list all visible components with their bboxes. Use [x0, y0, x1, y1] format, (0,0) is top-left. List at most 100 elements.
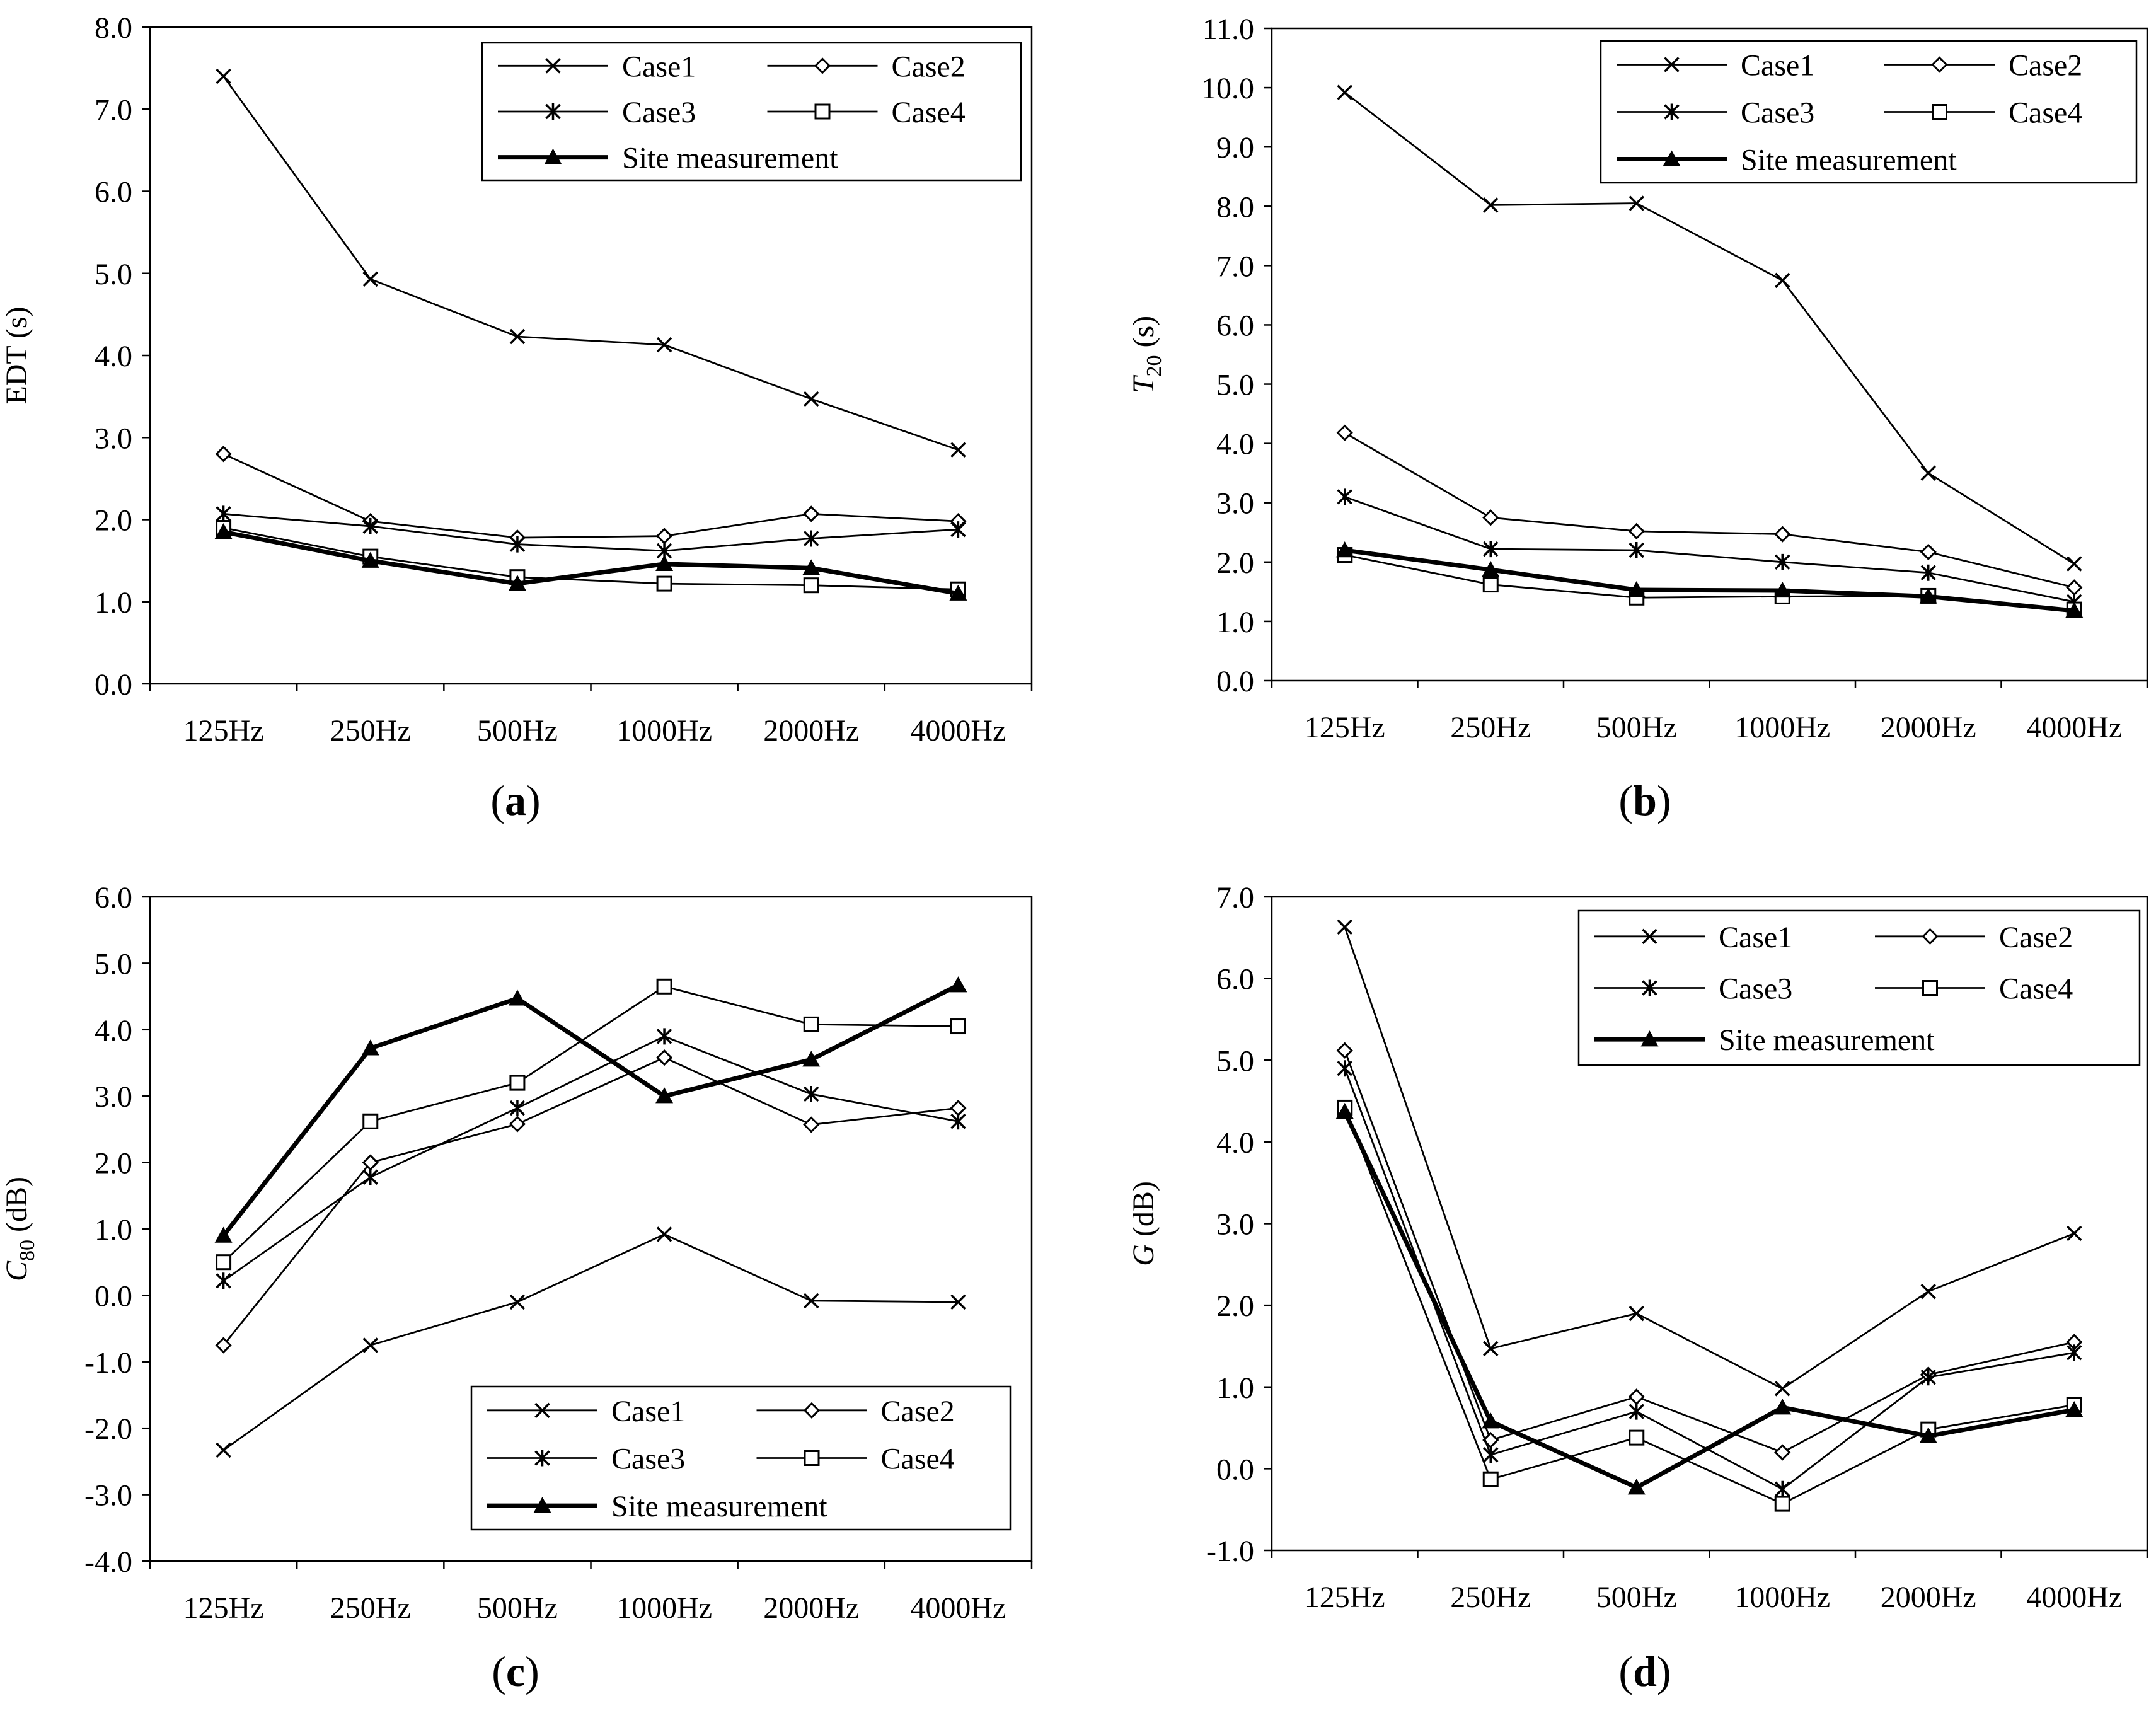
- data-point: [509, 536, 526, 553]
- data-point: [803, 577, 819, 594]
- data-point: [1774, 1496, 1790, 1512]
- data-point: [950, 1018, 966, 1035]
- data-point: [1775, 553, 1790, 570]
- legend: Case1 Case2 Case3 Case4 Site measurement: [1577, 909, 2141, 1066]
- y-tick-label: 1.0: [1216, 1371, 1254, 1405]
- series-line: [222, 985, 959, 1263]
- x-tick-label: 500Hz: [477, 714, 558, 747]
- y-axis-title: C80 (dB): [0, 1177, 39, 1281]
- data-point: [2066, 579, 2083, 596]
- x-tick-label: 4000Hz: [2026, 1581, 2122, 1614]
- data-point: [950, 521, 966, 538]
- data-point: [1919, 1427, 1937, 1443]
- y-tick-label: -3.0: [84, 1479, 132, 1513]
- y-axis-title-unit: (s): [1127, 316, 1160, 355]
- chart-panel-a: 0.0 1.0 2.0 3.0 4.0 5.0 6.0 7.0 8.0 125Hz 250Hz 500…: [0, 11, 1033, 824]
- y-tick-label: 6.0: [1216, 963, 1254, 996]
- series-case2: [1336, 424, 2083, 596]
- legend-marker: [1642, 928, 1657, 945]
- series-line: [1342, 1110, 2075, 1491]
- data-point: [1774, 1444, 1791, 1461]
- legend-marker: [1931, 56, 1948, 73]
- legend-label: Case2: [2009, 49, 2082, 83]
- y-tick-label: -1.0: [1206, 1535, 1254, 1568]
- series-line: [222, 1035, 959, 1282]
- y-axis-title-subscript: 20: [1143, 355, 1166, 376]
- y-tick-label: 3.0: [1216, 487, 1254, 521]
- data-point: [1482, 577, 1499, 593]
- series-case1: [1337, 84, 2082, 572]
- y-tick-label: 2.0: [95, 1147, 132, 1180]
- data-point: [2067, 1344, 2082, 1361]
- series-case2: [1336, 1042, 2083, 1461]
- data-point: [508, 989, 526, 1006]
- x-tick-label: 4000Hz: [2026, 711, 2122, 744]
- data-point: [655, 1087, 674, 1104]
- legend-marker: [1922, 980, 1938, 996]
- data-point: [1482, 1412, 1500, 1429]
- y-tick-label: 0.0: [95, 1279, 132, 1313]
- legend-marker: [544, 148, 562, 164]
- data-point: [1920, 543, 1937, 560]
- legend-label: Case4: [1999, 972, 2073, 1006]
- legend: Case1 Case2 Case3 Case4 Site measurement: [470, 1385, 1012, 1531]
- y-tick-label: 8.0: [1216, 190, 1254, 224]
- y-tick-label: 6.0: [1216, 309, 1254, 342]
- data-point: [1482, 561, 1500, 577]
- legend-label: Case4: [2009, 96, 2082, 130]
- legend-marker: [534, 1450, 550, 1467]
- data-point: [804, 530, 819, 547]
- x-tick-label: 250Hz: [330, 714, 411, 747]
- data-point: [1482, 509, 1499, 526]
- data-point: [509, 1116, 526, 1133]
- panel-label-paren: ): [1657, 776, 1671, 824]
- y-tick-label: 4.0: [95, 340, 132, 373]
- y-tick-label: 0.0: [1216, 665, 1254, 698]
- data-point: [804, 1293, 819, 1309]
- panel-label: (d): [1618, 1647, 1671, 1695]
- data-point: [216, 68, 231, 84]
- x-tick-label: 1000Hz: [616, 714, 712, 747]
- data-point: [1483, 1446, 1499, 1463]
- legend-label: Case3: [622, 96, 696, 129]
- data-point: [804, 391, 819, 407]
- x-tick-label: 125Hz: [183, 714, 264, 747]
- x-tick-label: 2000Hz: [763, 714, 859, 747]
- y-tick-label: 11.0: [1202, 13, 1254, 46]
- legend-label: Case1: [622, 50, 696, 83]
- y-tick-label: 4.0: [1216, 428, 1254, 461]
- x-tick-label: 250Hz: [1450, 711, 1531, 744]
- chart-panel-d: -1.0 0.0 1.0 2.0 3.0 4.0 5.0 6.0 7.0 125Hz 250Hz 50…: [1127, 881, 2148, 1695]
- y-tick-label: 6.0: [95, 881, 132, 914]
- panel-label-letter: d: [1633, 1647, 1657, 1695]
- y-tick-label: 7.0: [95, 93, 132, 127]
- legend-marker: [1642, 979, 1657, 996]
- data-point: [1775, 1480, 1790, 1497]
- legend-marker: [545, 103, 561, 120]
- x-tick-label: 1000Hz: [1734, 711, 1830, 744]
- data-point: [509, 1075, 526, 1091]
- legend-label: Case3: [611, 1443, 685, 1476]
- series-case1: [1337, 919, 2082, 1397]
- data-point: [362, 1337, 378, 1353]
- panel-label-paren: ): [525, 1647, 539, 1695]
- data-point: [655, 1049, 673, 1066]
- y-tick-label: -2.0: [84, 1412, 132, 1446]
- legend-label: Case3: [1719, 972, 1792, 1006]
- x-tick-label: 500Hz: [477, 1591, 558, 1625]
- legend-label: Case2: [881, 1395, 955, 1428]
- y-axis-title-unit: (dB): [1127, 1181, 1160, 1244]
- data-point: [1775, 272, 1790, 289]
- data-point: [2067, 1225, 2082, 1242]
- data-point: [802, 1051, 821, 1067]
- x-tick-label: 4000Hz: [910, 714, 1006, 747]
- legend-marker: [1664, 103, 1680, 120]
- data-point: [215, 1337, 232, 1354]
- legend-label: Site measurement: [611, 1490, 827, 1523]
- data-point: [1482, 1471, 1499, 1487]
- data-point: [1919, 587, 1937, 604]
- data-point: [1629, 195, 1644, 211]
- series-case1: [216, 68, 966, 458]
- data-point: [656, 1226, 672, 1242]
